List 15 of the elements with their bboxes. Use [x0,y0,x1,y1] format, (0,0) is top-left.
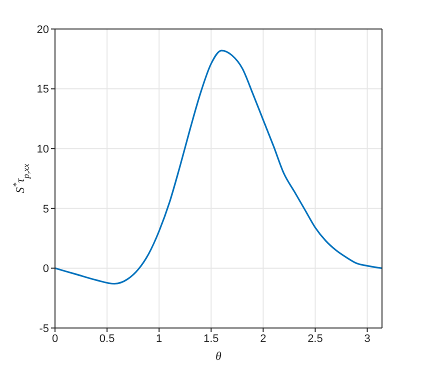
x-tick-label: 1 [156,332,162,345]
x-tick-label: 1.5 [203,332,219,345]
y-tick-label: -5 [39,322,49,335]
x-axis-title: θ [216,349,222,363]
y-tick-label: 10 [36,144,49,156]
y-tick-label: 0 [42,263,49,276]
line-series [55,50,382,285]
y-tick-label: 20 [36,24,49,36]
y-tick-label: 5 [42,203,49,216]
x-tick-label: 2.5 [308,332,323,345]
x-tick-label: 3 [364,332,370,345]
y-tick-label: 15 [36,84,49,96]
x-tick-label: 2 [260,332,266,345]
x-tick-label: 0 [52,332,58,345]
x-tick-label: 0.5 [99,332,115,345]
